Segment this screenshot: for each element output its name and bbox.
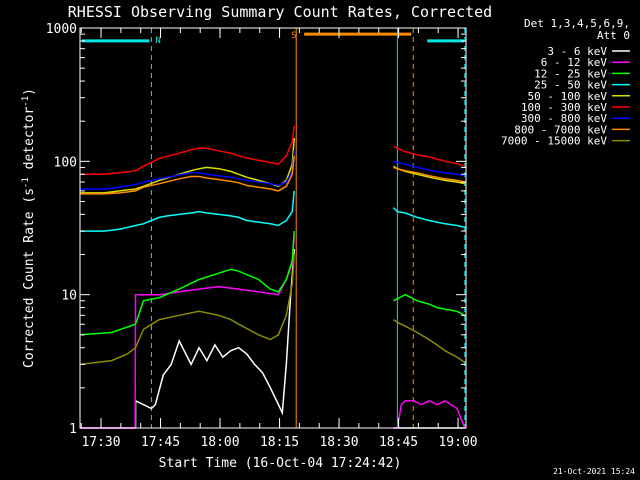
legend-entry: 25 - 50 keV	[534, 79, 630, 92]
legend-entry: 800 - 7000 keV	[514, 123, 630, 136]
series-line-8-after	[392, 318, 466, 364]
series-line-1-after	[393, 399, 466, 429]
attenuator-state-label: N	[155, 36, 160, 46]
chart-title: RHESSI Observing Summary Count Rates, Co…	[68, 3, 492, 21]
x-axis-ticks: 17:30 17:45 18:00 18:15 18:30 18:45 19:00	[80, 28, 478, 450]
x-tick-label: 18:00	[200, 435, 239, 450]
legend-entry: 12 - 25 keV	[534, 67, 630, 80]
legend-entry: 3 - 6 keV	[547, 45, 630, 58]
series-line-6-after	[393, 160, 465, 177]
series-line-3	[80, 190, 295, 232]
x-tick-label: 18:45	[379, 435, 418, 450]
y-tick-label: 10	[61, 289, 77, 304]
series-line-0	[80, 248, 295, 429]
series-line-2-after	[393, 293, 466, 316]
series-line-7	[80, 155, 295, 195]
y-tick-label: 100	[54, 155, 77, 170]
series-line-3-after	[392, 207, 465, 229]
legend-label: 6 - 12 keV	[541, 56, 608, 69]
legend-label: 7000 - 15000 keV	[501, 135, 607, 148]
legend-label: 100 - 300 keV	[521, 101, 607, 114]
x-axis-label: Start Time (16-Oct-04 17:24:42)	[159, 456, 402, 471]
legend-header-line1: Det 1,3,4,5,6,9,	[524, 17, 630, 30]
legend-label: 12 - 25 keV	[534, 67, 607, 80]
x-tick-label: 19:00	[438, 435, 477, 450]
series-line-2	[79, 231, 295, 336]
series-line-6	[80, 150, 295, 190]
attenuator-state-label: S	[291, 31, 296, 41]
legend-entry: 300 - 800 keV	[521, 112, 630, 125]
legend-label: 300 - 800 keV	[521, 112, 607, 125]
x-tick-label: 18:15	[260, 435, 299, 450]
series-line-8	[79, 254, 295, 366]
legend-label: 50 - 100 keV	[528, 90, 608, 103]
y-axis-ticks: 1 10 100 1000	[46, 22, 466, 437]
legend-entry: 7000 - 15000 keV	[501, 135, 630, 148]
series-line-5-after	[393, 145, 466, 167]
legend-label: 3 - 6 keV	[547, 45, 607, 58]
x-tick-label: 17:45	[141, 435, 180, 450]
legend-entry: 50 - 100 keV	[528, 90, 630, 103]
series-line-5	[80, 125, 295, 176]
plot-frame	[79, 27, 467, 429]
y-axis-label: Corrected Count Rate (s-1 detector-1)	[21, 88, 37, 368]
legend-label: 25 - 50 keV	[534, 79, 607, 92]
legend-label: 800 - 7000 keV	[514, 123, 607, 136]
legend-entry: 6 - 12 keV	[541, 56, 630, 69]
x-tick-label: 17:30	[81, 435, 120, 450]
x-tick-label: 18:30	[319, 435, 358, 450]
legend-entry: 100 - 300 keV	[521, 101, 630, 114]
legend-header-line2: Att 0	[597, 29, 630, 42]
y-tick-label: 1000	[46, 22, 77, 37]
timestamp: 21-Oct-2021 15:24	[553, 467, 635, 476]
series-line-7-after	[393, 166, 465, 183]
y-tick-label: 1	[69, 422, 77, 437]
